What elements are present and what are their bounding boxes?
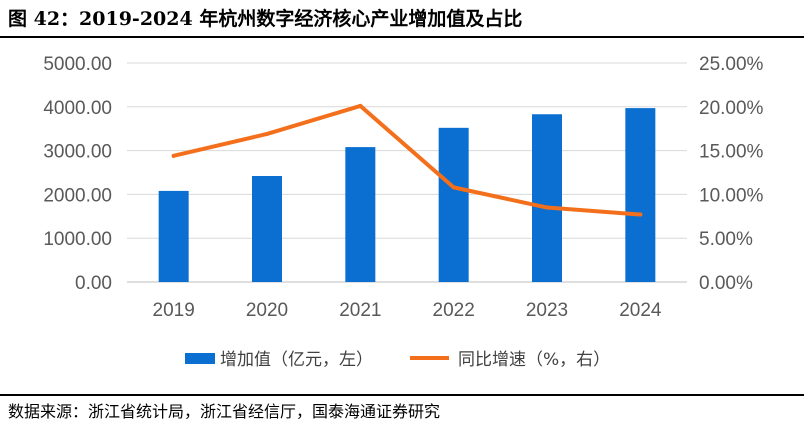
x-tick-label: 2021 — [339, 300, 381, 321]
right-tick-label: 25.00% — [699, 54, 764, 75]
title-rule — [0, 36, 804, 38]
right-tick-label: 10.00% — [699, 185, 764, 206]
bar-2022 — [438, 127, 469, 282]
right-axis: 0.00% 5.00% 10.00% 15.00% 20.00% 25.00% — [699, 54, 764, 294]
right-tick-label: 15.00% — [699, 142, 764, 163]
bar-2021 — [345, 147, 376, 282]
x-tick-label: 2023 — [526, 300, 568, 321]
right-tick-label: 0.00% — [699, 273, 753, 294]
growth-point-2021 — [358, 103, 363, 108]
left-tick-label: 3000.00 — [43, 142, 112, 163]
legend-bar-swatch — [185, 353, 215, 364]
source-rule — [0, 394, 804, 396]
right-tick-label: 5.00% — [699, 229, 753, 250]
legend: 增加值（亿元，左） 同比增速（%，右） — [185, 350, 610, 370]
x-tick-label: 2022 — [433, 300, 475, 321]
growth-point-2024 — [638, 212, 643, 217]
growth-point-2020 — [265, 131, 269, 136]
figure-title: 图 42：2019-2024 年杭州数字经济核心产业增加值及占比 — [8, 8, 523, 30]
left-tick-label: 5000.00 — [43, 54, 112, 75]
bar-2020 — [252, 176, 282, 282]
growth-line — [171, 103, 643, 217]
bar-series — [158, 108, 656, 282]
x-tick-label: 2020 — [246, 300, 288, 321]
x-tick-label: 2024 — [619, 300, 662, 321]
left-tick-label: 0.00 — [75, 273, 112, 294]
bar-2019 — [158, 190, 189, 282]
growth-point-2019 — [171, 153, 176, 158]
left-tick-label: 4000.00 — [43, 98, 112, 119]
source-note: 数据来源：浙江省统计局，浙江省经信厅，国泰海通证券研究 — [8, 402, 441, 421]
left-axis: 0.00 1000.00 2000.00 3000.00 4000.00 5000.00 — [43, 54, 112, 294]
left-tick-label: 2000.00 — [43, 185, 112, 206]
growth-point-2023 — [545, 205, 549, 210]
line-series — [171, 103, 643, 217]
x-tick-label: 2019 — [153, 300, 195, 321]
legend-bar-label: 增加值（亿元，左） — [220, 350, 373, 370]
right-tick-label: 20.00% — [699, 98, 764, 119]
bar-2023 — [532, 114, 562, 282]
left-tick-label: 1000.00 — [43, 229, 112, 250]
x-axis: 2019 2020 2021 2022 2023 2024 — [153, 300, 662, 321]
gridlines — [127, 62, 687, 283]
growth-point-2022 — [451, 185, 456, 190]
legend-line-label: 同比增速（%，右） — [458, 350, 610, 370]
bar-2024 — [625, 108, 656, 282]
